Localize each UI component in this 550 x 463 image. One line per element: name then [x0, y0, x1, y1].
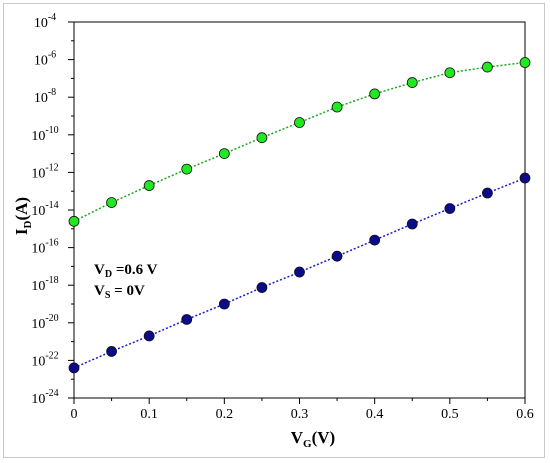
data-point	[519, 172, 531, 184]
data-point	[106, 197, 117, 208]
y-tick-label: 10-22	[31, 350, 58, 369]
data-point	[406, 218, 418, 230]
data-point	[181, 163, 193, 175]
x-tick-label: 0.3	[291, 407, 309, 422]
plot-area	[73, 21, 526, 399]
data-point	[143, 330, 155, 342]
data-point	[143, 180, 155, 191]
data-point	[106, 346, 117, 357]
data-point	[294, 266, 305, 278]
x-tick-label: 0	[71, 407, 78, 422]
series-0	[68, 57, 531, 227]
y-tick-label: 10-24	[31, 388, 58, 407]
x-tick-label: 0.5	[441, 407, 459, 422]
data-point	[482, 187, 493, 199]
plot-border	[73, 21, 526, 399]
series-line	[73, 61, 526, 222]
data-point	[68, 362, 80, 374]
data-point	[331, 101, 343, 113]
axes-layer: 0 0.1 0.2 0.3 0.4 0.5 0.6 10-4 10-6 10-8 10-10 10-1…	[31, 12, 533, 422]
y-tick-label: 10-6	[34, 50, 56, 69]
y-tick-label: 10-20	[31, 313, 58, 332]
x-tick-label: 0.4	[366, 407, 384, 422]
annotation-drain-voltage: VD =0.6 V	[94, 262, 158, 280]
data-point	[68, 215, 80, 227]
y-tick-label: 10-16	[31, 238, 58, 257]
data-point	[444, 67, 456, 79]
data-point	[331, 250, 343, 262]
chart-frame	[3, 3, 545, 458]
data-point	[369, 88, 381, 100]
y-tick-label: 10-10	[31, 125, 58, 144]
x-tick-label: 0.1	[140, 407, 158, 422]
data-point	[369, 234, 381, 246]
y-tick-label: 10-18	[31, 275, 58, 294]
y-tick-label: 10-12	[31, 162, 58, 181]
series-layer	[68, 57, 531, 374]
data-point	[519, 57, 531, 68]
y-tick-label: 10-8	[34, 87, 56, 106]
data-point	[406, 77, 418, 88]
data-point	[218, 148, 230, 160]
x-axis-title: VG(V)	[291, 428, 335, 450]
data-point	[482, 61, 493, 73]
data-point	[294, 117, 305, 128]
data-point	[218, 298, 230, 310]
x-tick-label: 0.2	[216, 407, 234, 422]
data-point	[256, 132, 268, 144]
data-point	[444, 203, 456, 214]
y-tick-label: 10-4	[34, 12, 56, 31]
x-tick-label: 0.6	[516, 407, 534, 422]
data-point	[181, 314, 193, 325]
data-point	[256, 282, 268, 293]
annotation-source-voltage: VS = 0V	[94, 283, 145, 301]
y-tick-label: 10-14	[31, 200, 58, 219]
y-axis-title: ID(A)	[12, 197, 34, 235]
series-1	[68, 172, 531, 374]
